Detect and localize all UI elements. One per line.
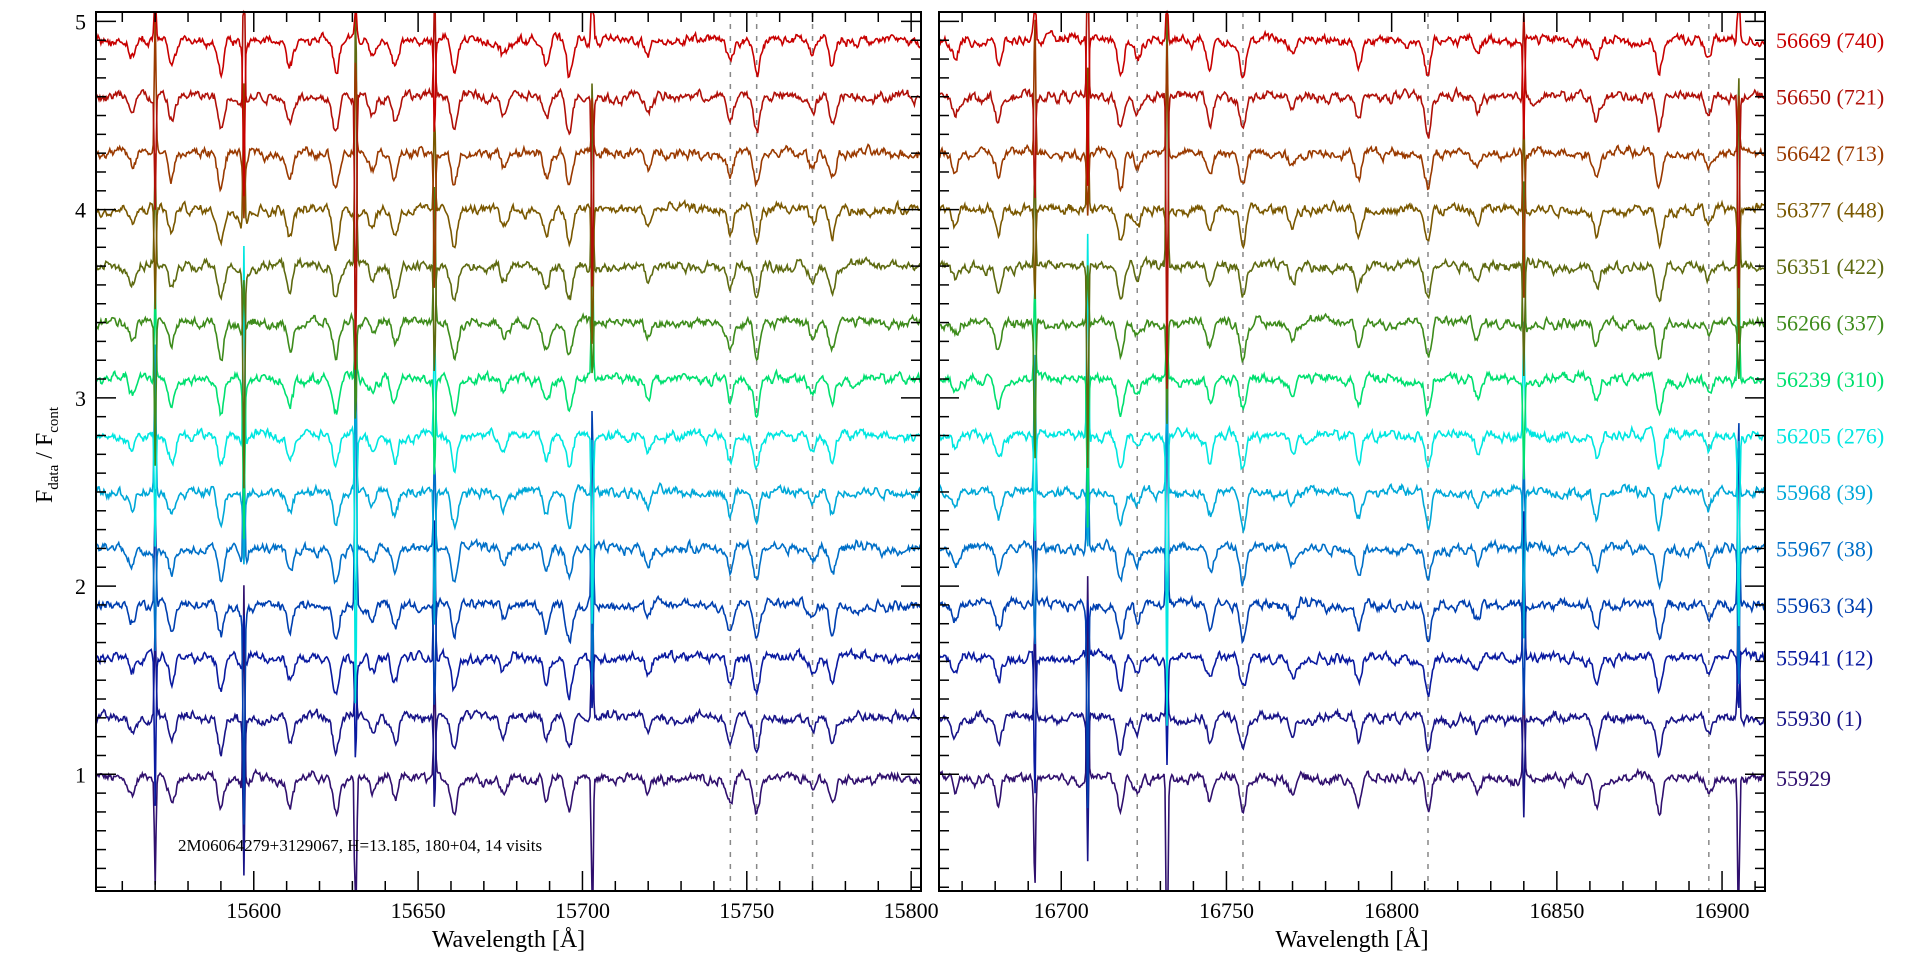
spectrum-line-56650 [938, 11, 1766, 389]
legend-label: 55963 (34) [1776, 593, 1873, 618]
legend-label: 56266 (337) [1776, 311, 1884, 336]
x-tick-label: 16750 [1199, 898, 1254, 923]
y-tick-label: 4 [75, 198, 86, 223]
x-axis-title: Wavelength [Å] [432, 927, 585, 953]
spectrum-line-56239 [95, 241, 922, 540]
y-tick-label: 2 [75, 574, 86, 599]
x-tick-label: 15600 [226, 898, 281, 923]
legend-label: 56351 (422) [1776, 254, 1884, 279]
spectrum-line-55968 [95, 344, 922, 625]
spectrum-line-56205 [95, 245, 921, 704]
panel-1: 15600 15650 15700 15750 15800 Wavelength [Å] 1… [75, 9, 939, 953]
x-tick-label: 16700 [1034, 898, 1089, 923]
spectrum-line-56642 [938, 19, 1766, 298]
spectrum-line-56377 [938, 67, 1766, 344]
spectrum-line-55963 [95, 335, 921, 825]
panel-2: 16700 16750 16800 16850 16900 Wavelength [Å] [938, 9, 1766, 953]
legend-label: 56669 (740) [1776, 28, 1884, 53]
legend-label: 55968 (39) [1776, 480, 1873, 505]
spectrum-line-56669 [938, 9, 1765, 186]
spectrum-line-56650 [95, 9, 921, 370]
spectra-group [95, 9, 922, 892]
spectrum-line-56642 [95, 11, 921, 288]
x-tick-label: 15800 [884, 898, 939, 923]
legend-label: 56650 (721) [1776, 85, 1884, 110]
spectrum-line-56266 [95, 186, 921, 466]
plot-frame [95, 11, 922, 892]
y-axis-title: Fdata / Fcont [32, 406, 62, 503]
spectrum-line-55967 [95, 420, 922, 685]
legend-label: 56239 (310) [1776, 367, 1884, 392]
x-tick-label: 16900 [1695, 898, 1750, 923]
x-axis-title: Wavelength [Å] [1275, 927, 1428, 953]
legend-label: 56377 (448) [1776, 198, 1884, 223]
spectrum-line-56239 [938, 244, 1766, 528]
spectrum-line-56266 [938, 181, 1766, 459]
legend-label: 55929 [1776, 766, 1831, 791]
spectrum-line-56377 [95, 83, 921, 344]
x-tick-label: 15650 [391, 898, 446, 923]
legend-label: 55941 (12) [1776, 646, 1873, 671]
spectra-group [938, 9, 1766, 892]
spectrum-line-56669 [95, 11, 921, 197]
x-tick-label: 15750 [719, 898, 774, 923]
legend-label: 55930 (1) [1776, 706, 1862, 731]
annotation: 2M06064279+3129067, H=13.185, 180+04, 14… [178, 836, 542, 855]
plot-frame [938, 11, 1766, 892]
y-tick-label: 3 [75, 386, 86, 411]
x-tick-label: 16800 [1364, 898, 1419, 923]
spectrum-line-55930 [938, 580, 1766, 862]
spectrum-line-55941 [938, 511, 1766, 794]
y-tick-label: 5 [75, 9, 86, 34]
spectrum-line-55929 [938, 576, 1766, 892]
legend-label: 55967 (38) [1776, 536, 1873, 561]
x-tick-label: 15700 [555, 898, 610, 923]
spectrum-line-56205 [938, 233, 1765, 726]
y-tick-label: 1 [75, 762, 86, 787]
x-tick-label: 16850 [1529, 898, 1584, 923]
legend-label: 56205 (276) [1776, 424, 1884, 449]
spectrum-line-55967 [938, 402, 1766, 685]
spectrum-line-55968 [938, 354, 1766, 639]
spectrum-line-56351 [95, 11, 921, 489]
spectrum-line-56351 [938, 11, 1766, 468]
spectrum-line-55963 [938, 315, 1766, 809]
spectrum-line-55929 [95, 585, 922, 892]
spectrum-line-55930 [95, 588, 921, 876]
spectrum-line-55941 [95, 520, 922, 806]
legend-label: 56642 (713) [1776, 141, 1884, 166]
